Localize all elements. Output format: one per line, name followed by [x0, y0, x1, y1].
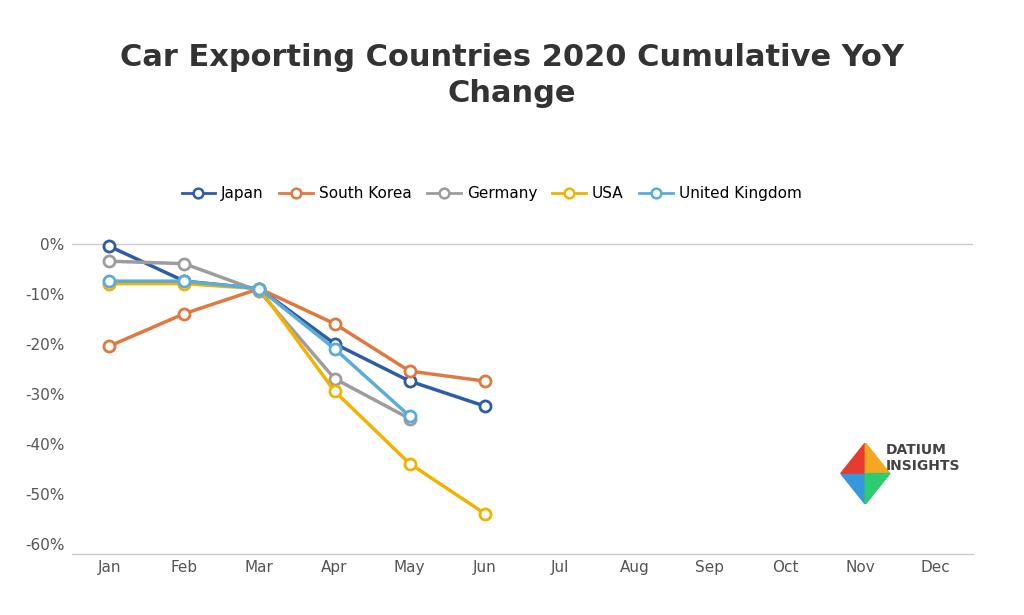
South Korea — [103, 343, 116, 350]
USA — [403, 460, 416, 467]
Line: Japan: Japan — [103, 240, 490, 411]
United Kingdom — [178, 277, 190, 285]
Line: Germany: Germany — [103, 256, 415, 424]
South Korea — [329, 320, 341, 327]
Polygon shape — [841, 443, 865, 474]
South Korea — [253, 285, 265, 292]
United Kingdom — [403, 413, 416, 420]
Japan — [103, 242, 116, 250]
South Korea — [403, 367, 416, 375]
USA — [178, 280, 190, 287]
Germany — [178, 260, 190, 268]
USA — [103, 280, 116, 287]
USA — [253, 285, 265, 292]
South Korea — [178, 310, 190, 317]
USA — [478, 510, 490, 517]
United Kingdom — [329, 345, 341, 352]
Line: South Korea: South Korea — [103, 283, 490, 387]
Line: United Kingdom: United Kingdom — [103, 276, 415, 422]
Japan — [178, 277, 190, 285]
Japan — [253, 285, 265, 292]
Polygon shape — [865, 443, 890, 474]
Japan — [478, 402, 490, 410]
Germany — [403, 415, 416, 423]
South Korea — [478, 378, 490, 385]
Text: DATIUM
INSIGHTS: DATIUM INSIGHTS — [886, 443, 961, 474]
Polygon shape — [865, 474, 890, 504]
Germany — [329, 375, 341, 383]
Germany — [103, 258, 116, 265]
USA — [329, 387, 341, 395]
Japan — [329, 340, 341, 347]
Polygon shape — [841, 474, 865, 504]
Line: USA: USA — [103, 278, 490, 519]
Text: Car Exporting Countries 2020 Cumulative YoY
Change: Car Exporting Countries 2020 Cumulative … — [120, 43, 904, 108]
United Kingdom — [103, 277, 116, 285]
Legend: Japan, South Korea, Germany, USA, United Kingdom: Japan, South Korea, Germany, USA, United… — [175, 180, 808, 207]
Japan — [403, 378, 416, 385]
Germany — [253, 287, 265, 295]
United Kingdom — [253, 285, 265, 292]
